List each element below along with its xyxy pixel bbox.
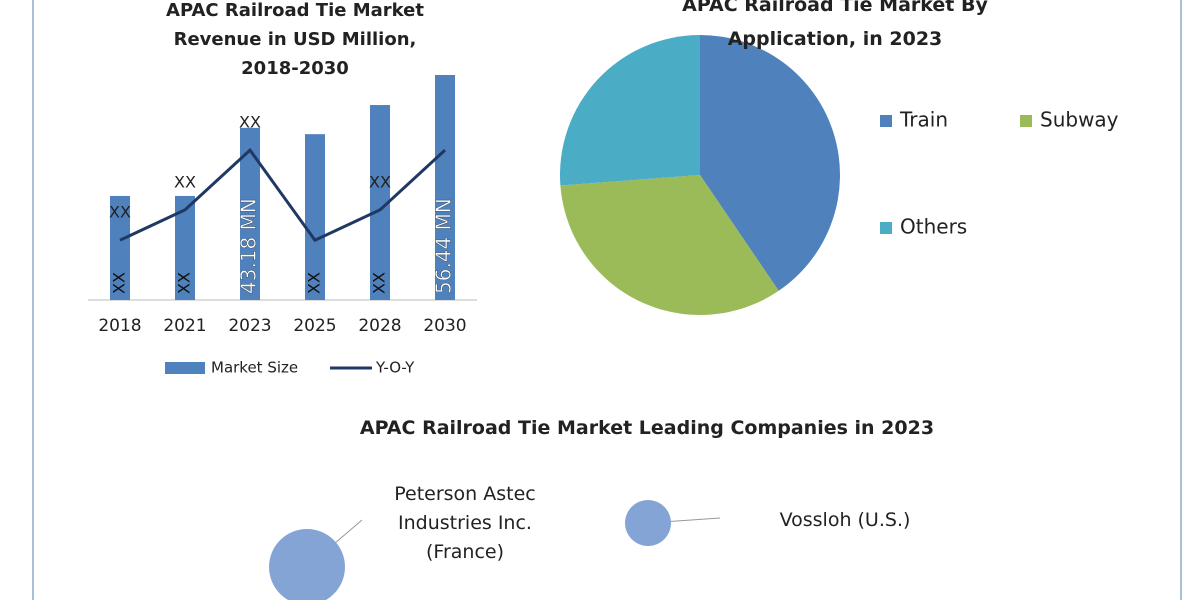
line-value-label: XX <box>109 203 131 222</box>
bar-value-label: XX <box>370 272 389 294</box>
bar-value-label: XX <box>175 272 194 294</box>
company-bubble <box>625 500 671 546</box>
legend-swatch <box>880 115 892 127</box>
companies-title: APAC Railroad Tie Market Leading Compani… <box>359 417 935 439</box>
legend-label: Market Size <box>211 359 298 377</box>
x-tick-label: 2021 <box>163 316 206 336</box>
x-tick-label: 2018 <box>98 316 141 336</box>
bar <box>240 127 260 300</box>
legend-swatch <box>880 222 892 234</box>
x-tick-label: 2023 <box>228 316 271 336</box>
legend-label: Others <box>900 215 967 239</box>
legend-swatch <box>165 362 205 374</box>
line-value-label: XX <box>174 172 196 191</box>
bar-value-label: XX <box>110 272 129 294</box>
line <box>119 147 447 243</box>
pie-slice <box>560 175 779 316</box>
company-label: Peterson Astec Industries Inc. (France) <box>394 483 536 563</box>
bar <box>435 75 455 300</box>
bar <box>110 195 130 300</box>
x-tick-label: 2025 <box>293 316 336 336</box>
company-label: Vossloh (U.S.) <box>779 509 911 531</box>
pie-chart-title: APAC Railroad Tie Market By Application,… <box>682 0 988 50</box>
line-value-label: XX <box>239 113 261 132</box>
pie-slice <box>700 35 840 291</box>
bar <box>370 105 390 300</box>
bar-value-label: XX <box>305 272 324 294</box>
bar <box>305 134 325 300</box>
x-tick-label: 2028 <box>358 316 401 336</box>
company-bubble <box>269 529 345 600</box>
legend-label: Subway <box>1040 108 1119 132</box>
line-value-label: XX <box>369 172 391 191</box>
legend-label: Y-O-Y <box>375 359 415 377</box>
x-tick-label: 2030 <box>423 316 466 336</box>
bar <box>175 195 195 300</box>
legend-swatch <box>1020 115 1032 127</box>
pie-slice <box>560 35 700 186</box>
bar-chart-title: APAC Railroad Tie Market Revenue in USD … <box>166 0 424 79</box>
bar-value-label: 56.44 MN <box>432 198 456 294</box>
bar-value-label: 43.18 MN <box>237 198 261 294</box>
legend-label: Train <box>899 108 948 132</box>
